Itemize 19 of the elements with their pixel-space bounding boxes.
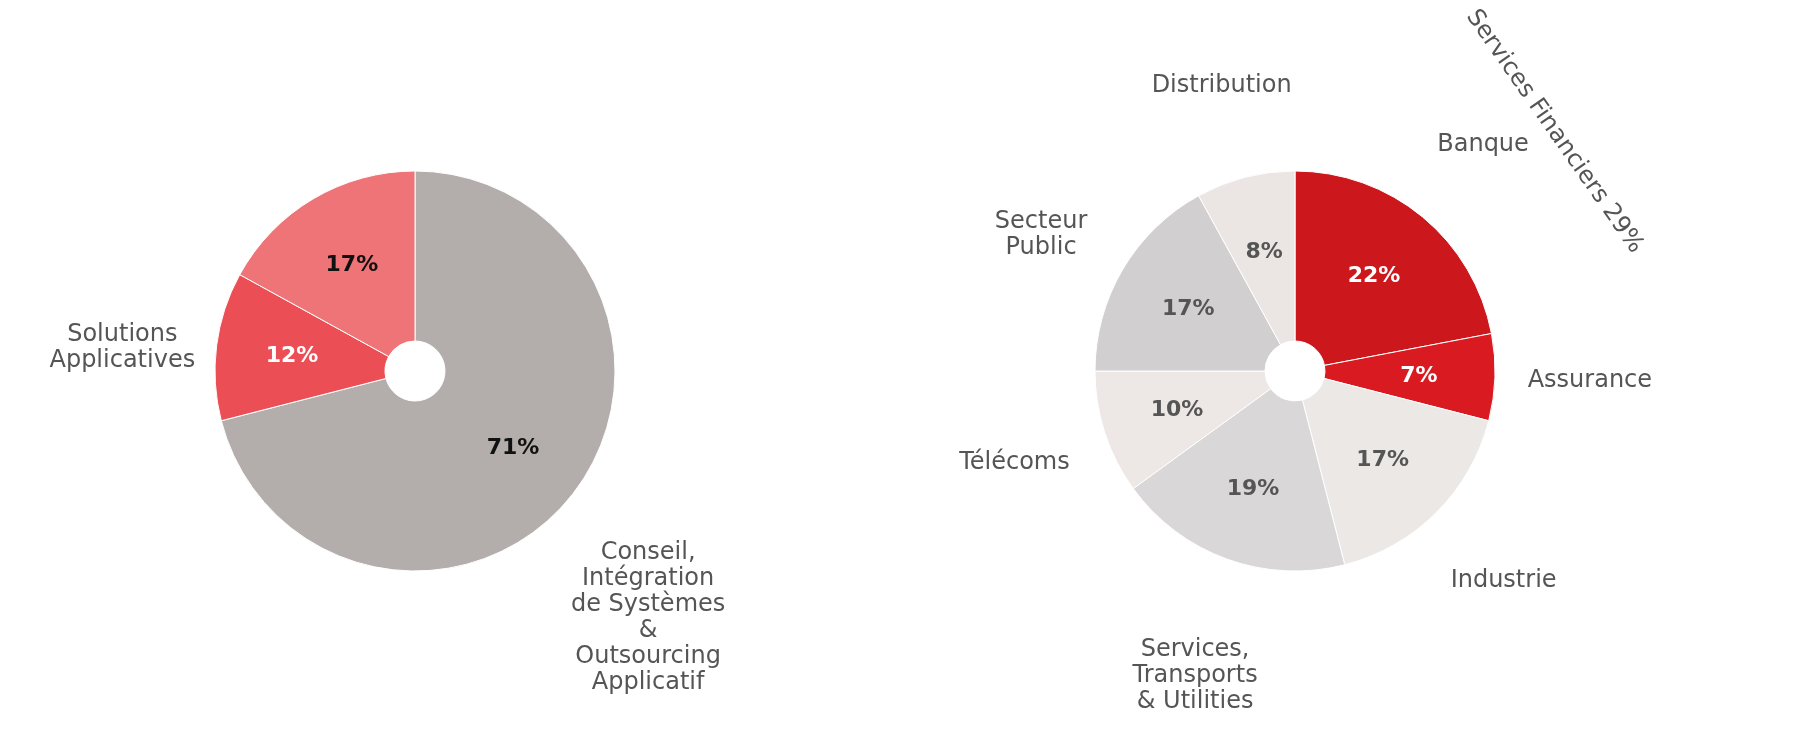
data-label: 71% xyxy=(486,434,540,459)
slice-label: Banque xyxy=(1437,128,1529,157)
slice-label: Conseil, Intégration de Systèmes & Outsourcing Applicatif xyxy=(570,536,726,695)
slice-label: Distribution xyxy=(1151,70,1292,99)
data-label: 17% xyxy=(325,251,379,277)
data-label: 17% xyxy=(1161,294,1215,320)
data-label: 17% xyxy=(1356,445,1410,471)
slice-label: Solutions Applicatives xyxy=(49,319,196,374)
slice-label: Industrie xyxy=(1450,564,1557,593)
slice-label: Télécoms xyxy=(958,447,1070,476)
data-label: 8% xyxy=(1245,237,1283,263)
data-label: 19% xyxy=(1226,474,1280,500)
slice-label: Assurance xyxy=(1527,365,1653,394)
data-label: 7% xyxy=(1400,361,1438,387)
data-label: 10% xyxy=(1150,396,1204,422)
data-label: 12% xyxy=(265,342,319,368)
data-label: 22% xyxy=(1347,262,1401,288)
slice-label: Services, Transports & Utilities xyxy=(1131,633,1258,714)
slice-label: Secteur Public xyxy=(994,205,1088,260)
